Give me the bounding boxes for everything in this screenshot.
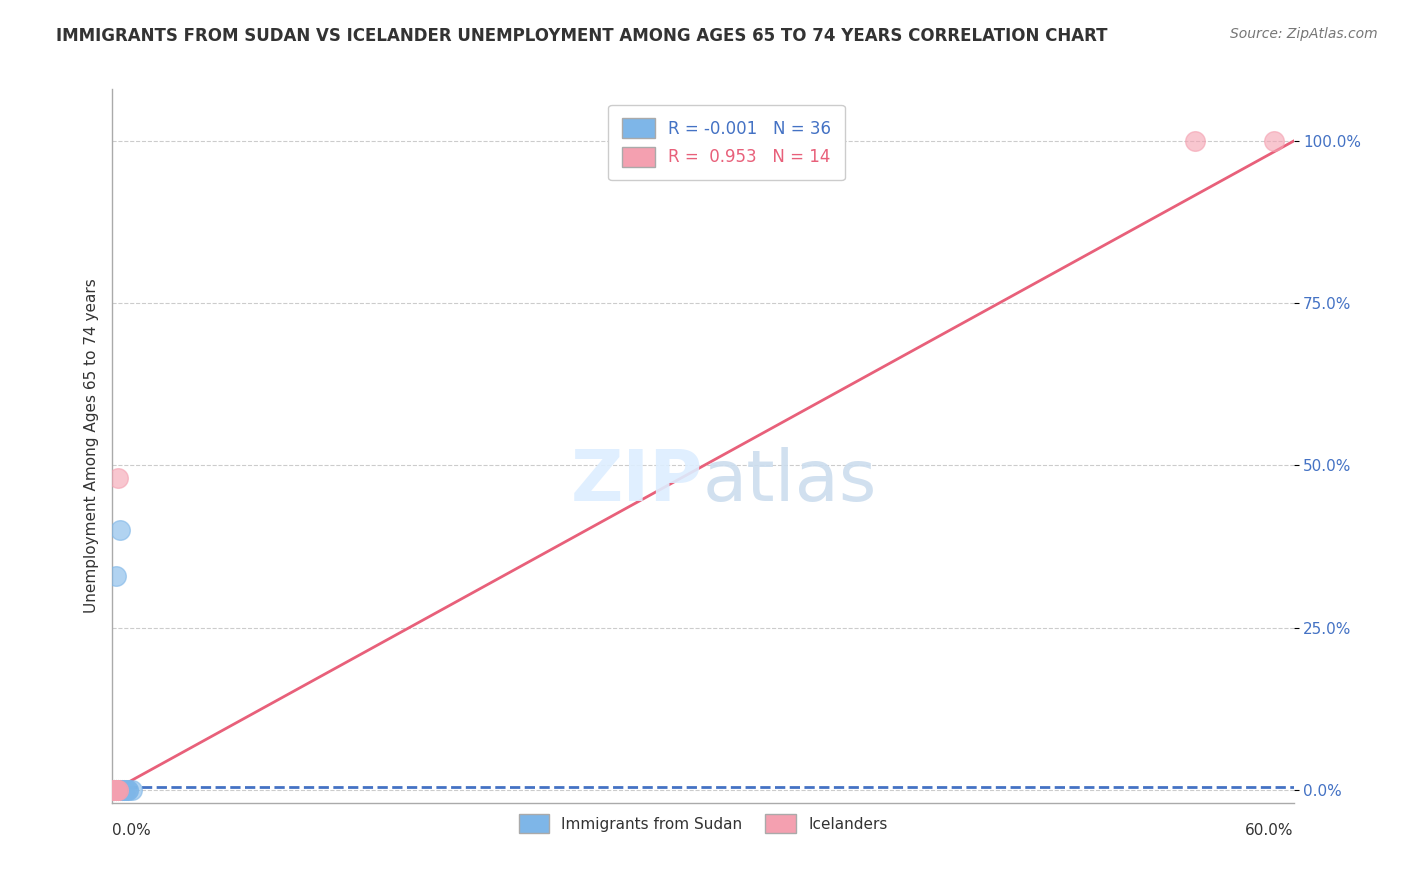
Point — [105, 782, 128, 797]
Point — [107, 782, 129, 797]
Point — [111, 782, 134, 797]
Text: atlas: atlas — [703, 447, 877, 516]
Point — [110, 524, 132, 538]
Point — [107, 782, 129, 797]
Point — [103, 782, 125, 797]
Point — [105, 782, 128, 797]
Point — [107, 782, 129, 797]
Point — [1184, 134, 1206, 148]
Point — [103, 782, 125, 797]
Point — [115, 782, 138, 797]
Point — [110, 782, 132, 797]
Point — [117, 782, 139, 797]
Text: 60.0%: 60.0% — [1246, 823, 1294, 838]
Point — [107, 782, 129, 797]
Text: 0.0%: 0.0% — [112, 823, 152, 838]
Point — [107, 471, 129, 485]
Point — [105, 782, 128, 797]
Point — [111, 782, 134, 797]
Point — [110, 782, 132, 797]
Point — [103, 782, 125, 797]
Point — [105, 568, 128, 582]
Point — [111, 782, 134, 797]
Point — [1263, 134, 1285, 148]
Point — [110, 782, 132, 797]
Point — [121, 782, 143, 797]
Point — [103, 782, 125, 797]
Point — [105, 782, 128, 797]
Point — [103, 782, 125, 797]
Point — [107, 782, 129, 797]
Point — [112, 782, 135, 797]
Y-axis label: Unemployment Among Ages 65 to 74 years: Unemployment Among Ages 65 to 74 years — [83, 278, 98, 614]
Point — [105, 782, 128, 797]
Text: IMMIGRANTS FROM SUDAN VS ICELANDER UNEMPLOYMENT AMONG AGES 65 TO 74 YEARS CORREL: IMMIGRANTS FROM SUDAN VS ICELANDER UNEMP… — [56, 27, 1108, 45]
Point — [107, 782, 129, 797]
Point — [103, 782, 125, 797]
Point — [105, 782, 128, 797]
Point — [103, 782, 125, 797]
Point — [112, 782, 135, 797]
Point — [103, 782, 125, 797]
Point — [105, 782, 128, 797]
Point — [103, 782, 125, 797]
Point — [107, 782, 129, 797]
Point — [105, 782, 128, 797]
Point — [117, 782, 139, 797]
Legend: Immigrants from Sudan, Icelanders: Immigrants from Sudan, Icelanders — [506, 802, 900, 845]
Point — [105, 782, 128, 797]
Text: ZIP: ZIP — [571, 447, 703, 516]
Point — [107, 782, 129, 797]
Point — [107, 782, 129, 797]
Point — [111, 782, 134, 797]
Point — [105, 782, 128, 797]
Point — [112, 782, 135, 797]
Point — [110, 782, 132, 797]
Point — [105, 782, 128, 797]
Text: Source: ZipAtlas.com: Source: ZipAtlas.com — [1230, 27, 1378, 41]
Point — [103, 782, 125, 797]
